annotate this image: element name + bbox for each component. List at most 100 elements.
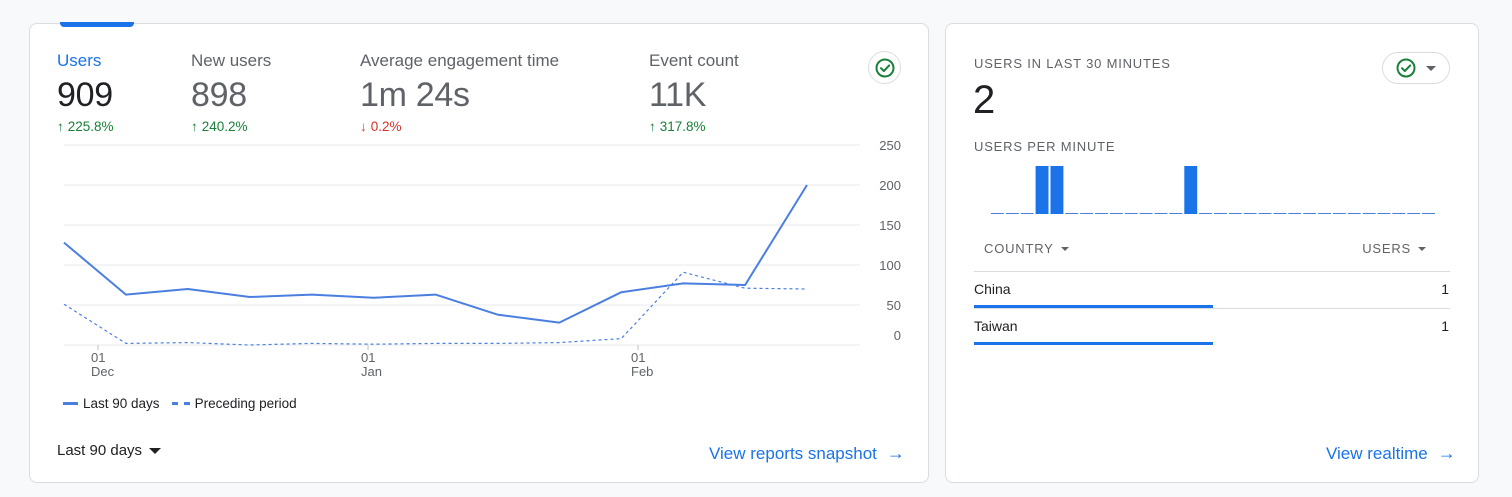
minute-bar xyxy=(1377,213,1391,214)
legend-item-current: Last 90 days xyxy=(63,396,160,411)
x-tick-day: 01 xyxy=(91,350,105,365)
caret-down-icon xyxy=(1426,65,1436,71)
metric-value: 898 xyxy=(191,76,247,114)
minute-bar xyxy=(1184,166,1198,214)
metric-change: 317.8% xyxy=(649,119,739,134)
metric-label: Average engagement time xyxy=(360,51,560,70)
metric-value: 11K xyxy=(649,76,707,114)
y-tick-label: 100 xyxy=(879,258,901,273)
arrow-right-icon: → xyxy=(886,443,905,463)
minute-bar xyxy=(1154,213,1168,214)
date-range-dropdown[interactable]: Last 90 days xyxy=(57,442,162,459)
metric-label: Users xyxy=(57,51,102,70)
view-reports-snapshot-link[interactable]: View reports snapshot → xyxy=(709,443,905,464)
minute-bar xyxy=(1422,213,1435,214)
y-tick-label: 250 xyxy=(879,138,901,153)
minute-bar xyxy=(1005,213,1019,214)
minute-bar xyxy=(1303,213,1317,214)
series-line-last-90-days xyxy=(63,184,808,324)
minute-bar xyxy=(1228,213,1242,214)
legend-solid-swatch xyxy=(63,402,78,405)
y-tick-label: 150 xyxy=(879,218,901,233)
minute-bar xyxy=(1080,213,1094,214)
arrow-right-icon: → xyxy=(1437,443,1456,463)
caret-down-icon xyxy=(1418,246,1426,251)
minute-bar xyxy=(1169,213,1183,214)
minute-bar xyxy=(1273,213,1287,214)
realtime-card: USERS IN LAST 30 MINUTES 2 USERS PER MIN… xyxy=(945,23,1479,483)
date-range-label: Last 90 days xyxy=(57,442,143,459)
metric-tab-engagement-time[interactable]: Average engagement time 1m 24s 0.2% xyxy=(360,51,559,134)
link-label: View reports snapshot xyxy=(709,443,877,463)
table-divider xyxy=(974,308,1450,309)
realtime-title: USERS IN LAST 30 MINUTES xyxy=(974,56,1171,71)
minute-bar xyxy=(991,213,1004,214)
table-row-bar xyxy=(974,305,1213,308)
minute-bar xyxy=(1318,213,1331,214)
x-tick-month: Dec xyxy=(91,364,115,379)
table-divider xyxy=(974,271,1450,272)
users-per-minute-label: USERS PER MINUTE xyxy=(974,139,1116,154)
minute-bar xyxy=(1139,213,1153,214)
x-tick-month: Jan xyxy=(361,364,382,379)
minute-bar xyxy=(1124,213,1138,214)
overview-card: Users 909 225.8% New users 898 240.2% Av… xyxy=(29,22,929,483)
table-row-users: 1 xyxy=(1441,318,1449,334)
minute-bar xyxy=(1109,213,1123,214)
metric-change: 240.2% xyxy=(191,119,271,134)
minute-bar xyxy=(1407,213,1421,214)
minute-bar xyxy=(1035,166,1049,214)
country-column-header[interactable]: COUNTRY xyxy=(984,241,1069,256)
minute-bar xyxy=(1095,213,1108,214)
users-per-minute-chart xyxy=(991,166,1435,214)
table-row-users: 1 xyxy=(1441,281,1449,297)
metric-change: 0.2% xyxy=(360,119,559,134)
realtime-insights-dropdown[interactable] xyxy=(1382,52,1450,84)
country-header-label: COUNTRY xyxy=(984,241,1054,256)
table-row-bar xyxy=(974,342,1213,345)
view-realtime-link[interactable]: View realtime → xyxy=(1326,443,1456,464)
caret-down-icon xyxy=(149,447,162,454)
minute-bar xyxy=(1392,213,1406,214)
check-circle-icon xyxy=(1396,58,1416,78)
metric-value: 909 xyxy=(57,76,113,114)
caret-down-icon xyxy=(1060,246,1069,251)
metric-change: 225.8% xyxy=(57,119,114,134)
metric-tab-event-count[interactable]: Event count 11K 317.8% xyxy=(649,51,739,134)
metric-value: 1m 24s xyxy=(360,76,470,114)
check-circle-icon xyxy=(875,58,894,77)
minute-bar xyxy=(1199,213,1212,214)
y-tick-label: 200 xyxy=(879,178,901,193)
minute-bar xyxy=(1243,213,1257,214)
x-tick-day: 01 xyxy=(631,350,645,365)
y-tick-label: 50 xyxy=(887,298,901,313)
metric-tab-new-users[interactable]: New users 898 240.2% xyxy=(191,51,271,134)
metric-tab-users[interactable]: Users 909 225.8% xyxy=(57,51,114,134)
minute-bar xyxy=(1214,213,1227,214)
legend-item-preceding: Preceding period xyxy=(171,396,297,411)
realtime-user-count: 2 xyxy=(973,78,996,122)
table-row-country: Taiwan xyxy=(974,318,1018,334)
y-tick-label: 0 xyxy=(894,328,901,343)
insights-check-button[interactable] xyxy=(868,51,901,84)
minute-bar xyxy=(1347,213,1361,214)
minute-bar xyxy=(1258,213,1272,214)
minute-bar xyxy=(1050,166,1064,214)
users-header-label: USERS xyxy=(1362,241,1411,256)
minute-bar xyxy=(1288,213,1302,214)
link-label: View realtime xyxy=(1326,443,1428,463)
active-tab-indicator xyxy=(60,22,134,27)
legend-dashed-swatch xyxy=(171,402,190,405)
x-tick-day: 01 xyxy=(361,350,375,365)
legend-label: Last 90 days xyxy=(83,396,160,411)
minute-bar xyxy=(1332,213,1346,214)
metric-label: Event count xyxy=(649,51,739,70)
chart-legend: Last 90 days Preceding period xyxy=(63,396,309,411)
table-row-country: China xyxy=(974,281,1011,297)
legend-label: Preceding period xyxy=(194,396,297,411)
metric-label: New users xyxy=(191,51,272,70)
users-column-header[interactable]: USERS xyxy=(1362,241,1426,256)
x-tick-month: Feb xyxy=(631,364,653,379)
minute-bar xyxy=(1020,213,1034,214)
